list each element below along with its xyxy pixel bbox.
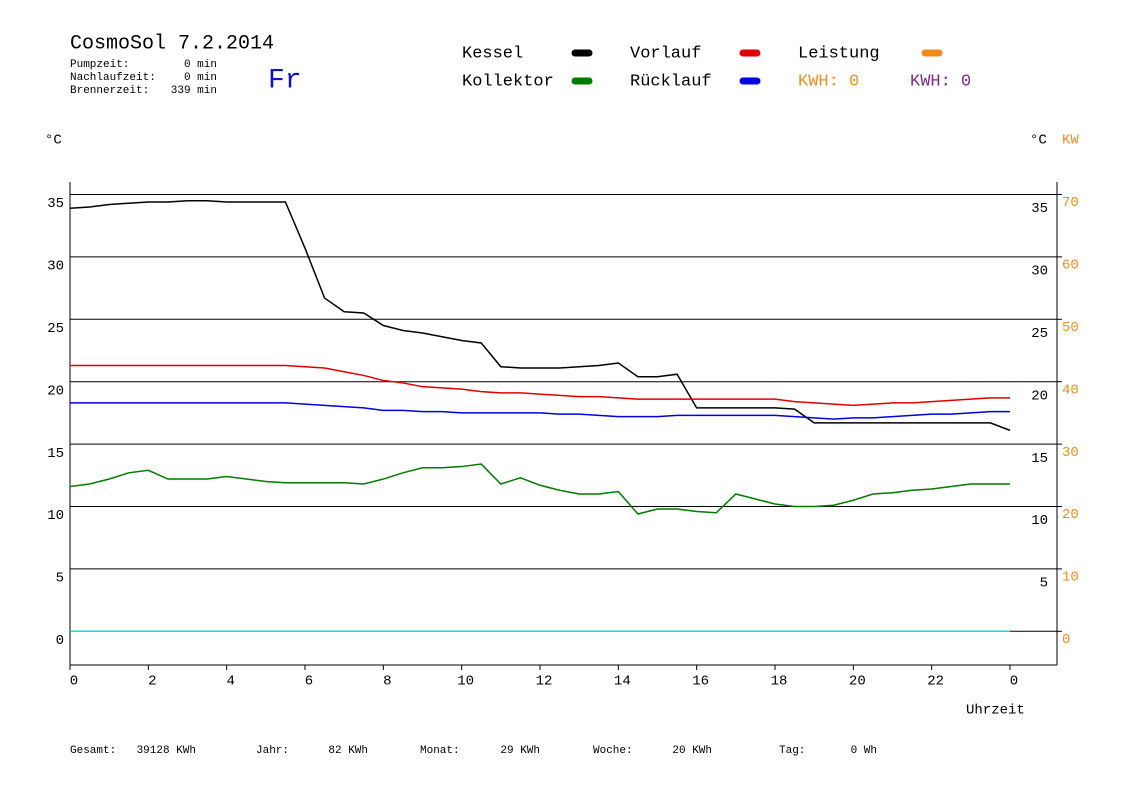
info-value: 0 min <box>184 59 217 71</box>
legend-label: Kollektor <box>462 72 554 91</box>
x-tick-label: 10 <box>457 674 474 690</box>
y-right-tick-label: 5 <box>1040 576 1048 592</box>
y2-tick-label: 50 <box>1062 320 1079 336</box>
x-tick-label: 18 <box>771 674 788 690</box>
series-line <box>69 463 1010 515</box>
y-right-axis-title: °C <box>1030 133 1047 149</box>
series-line <box>69 199 1011 432</box>
total-label: Tag: <box>779 745 805 757</box>
y-right-tick-label: 15 <box>1031 451 1048 467</box>
y2-tick-label: 40 <box>1062 382 1079 398</box>
legend-label: Leistung <box>798 44 880 63</box>
y-tick-label: 20 <box>47 383 64 399</box>
y-tick-label: 0 <box>56 633 64 649</box>
y2-tick-label: 20 <box>1062 507 1079 523</box>
y-tick-label: 30 <box>47 259 64 275</box>
total-value: 20 KWh <box>672 745 712 757</box>
y-right-tick-label: 35 <box>1031 201 1048 217</box>
y-right-tick-label: 20 <box>1031 388 1048 404</box>
x-tick-label: 2 <box>148 674 156 690</box>
info-value: 0 min <box>184 72 217 84</box>
y-tick-label: 25 <box>47 321 64 337</box>
info-label: Brennerzeit: <box>70 85 149 97</box>
total-label: Monat: <box>420 745 460 757</box>
y2-tick-label: 0 <box>1062 632 1070 648</box>
y2-tick-label: 70 <box>1062 195 1079 211</box>
chart-title: CosmoSol 7.2.2014 <box>70 32 274 55</box>
y-tick-label: 5 <box>56 571 64 587</box>
legend-label: Rücklauf <box>630 72 712 91</box>
x-tick-label: 4 <box>226 674 234 690</box>
y-right-tick-label: 25 <box>1031 326 1048 342</box>
total-value: 39128 KWh <box>137 745 196 757</box>
x-axis-title: Uhrzeit <box>966 703 1025 719</box>
info-value: 339 min <box>171 85 217 97</box>
y-tick-label: 35 <box>47 196 64 212</box>
legend-label: Kessel <box>462 44 523 63</box>
x-tick-label: 12 <box>536 674 553 690</box>
y-tick-label: 10 <box>47 508 64 524</box>
series-line <box>70 364 1010 407</box>
total-value: 82 KWh <box>328 745 368 757</box>
y2-tick-label: 30 <box>1062 445 1079 461</box>
total-value: 29 KWh <box>500 745 540 757</box>
legend-label: Vorlauf <box>630 44 701 63</box>
kwh-label: KWH: 0 <box>910 72 971 91</box>
y2-tick-label: 10 <box>1062 570 1079 586</box>
total-label: Gesamt: <box>70 745 116 757</box>
day-label: Fr <box>268 65 302 96</box>
x-tick-label: 0 <box>70 674 78 690</box>
x-tick-label: 0 <box>1010 674 1018 690</box>
y-right-tick-label: 30 <box>1031 264 1048 280</box>
info-label: Nachlaufzeit: <box>70 72 156 84</box>
y-tick-label: 15 <box>47 446 64 462</box>
x-tick-label: 6 <box>305 674 313 690</box>
series-line <box>70 402 1010 420</box>
total-value: 0 Wh <box>851 745 877 757</box>
total-label: Jahr: <box>256 745 289 757</box>
x-tick-label: 16 <box>692 674 709 690</box>
y-axis-title: °C <box>45 133 62 149</box>
y2-axis-title: KW <box>1062 133 1079 149</box>
y-right-tick-label: 10 <box>1031 513 1048 529</box>
kwh-label: KWH: 0 <box>798 72 859 91</box>
info-label: Pumpzeit: <box>70 59 129 71</box>
x-tick-label: 20 <box>849 674 866 690</box>
x-tick-label: 8 <box>383 674 391 690</box>
x-tick-label: 14 <box>614 674 631 690</box>
x-tick-label: 22 <box>927 674 944 690</box>
y2-tick-label: 60 <box>1062 258 1079 274</box>
total-label: Woche: <box>593 745 633 757</box>
